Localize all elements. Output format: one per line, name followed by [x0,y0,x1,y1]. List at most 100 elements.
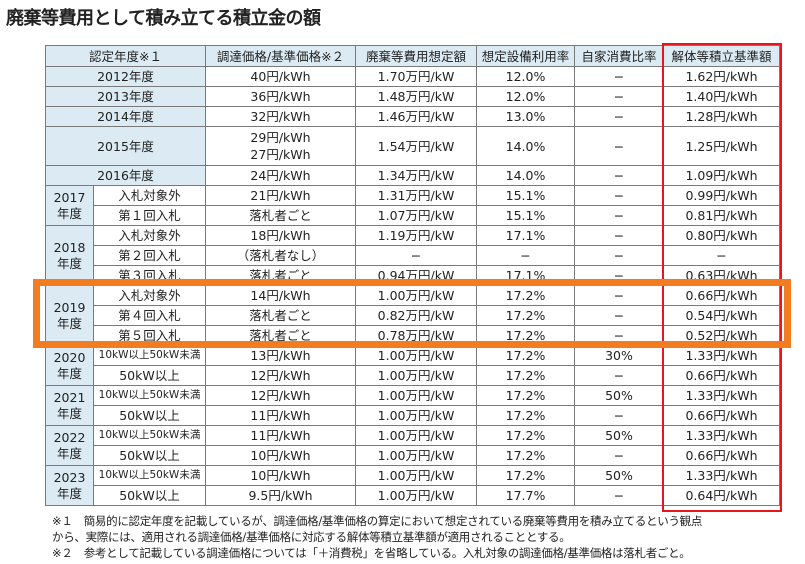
table-row: 2015年度 29円/kWh 27円/kWh 1.54万円/kW 14.0% −1.25… [45,126,780,166]
table-row: 50kW以上 9.5円/kWh 1.00万円/kW 17.7% −0.64円/kWh [46,485,780,506]
price-cell: 10円/kWh [205,465,356,486]
utilization-cell: 17.2% [476,405,575,426]
category-cell: 50kW以上 [93,485,206,506]
utilization-cell: 17.2% [476,465,575,486]
footnotes: ※１ 簡易的に認定年度を記載しているが、調達価格/基準価格の算定において想定され… [52,513,702,561]
disposal-cost-cell: 1.54万円/kW [355,126,477,166]
footnote-1: ※１ 簡易的に認定年度を記載しているが、調達価格/基準価格の算定において想定され… [52,514,703,528]
price-cell: 40円/kWh [205,66,356,87]
table-row: 2018 年度 入札対象外 18円/kWh 1.19万円/kW 17.1% −0.80円/… [45,225,780,286]
year-cell: 2015年度 [45,126,206,166]
category-cell: 第５回入札 [93,325,206,346]
disposal-cost-cell: 1.07万円/kW [355,205,477,226]
category-cell: 50kW以上 [93,405,206,426]
table-row: 2020 年度 10kW以上50kW未満 13円/kWh 1.00万円/kW 17.2%… [45,345,780,386]
year-group-cell: 2020 年度 [45,345,94,386]
disposal-cost-cell: − [355,245,477,266]
utilization-cell: 17.2% [476,365,575,386]
base-amount-cell: 0.52円/kWh [663,325,780,346]
table-row: 2021 年度 10kW以上50kW未満 12円/kWh 1.00万円/kW 17.2%… [45,385,780,426]
self-consumption-cell: − [574,265,664,286]
base-amount-cell: 1.62円/kWh [663,66,780,87]
category-cell: 50kW以上 [93,445,206,466]
disposal-cost-cell: 1.70万円/kW [355,66,477,87]
price-cell: 12円/kWh [205,365,356,386]
price-cell: （落札者なし） [205,245,356,266]
year-cell: 2016年度 [45,165,206,186]
base-amount-cell: 1.40円/kWh [663,86,780,107]
year-cell: 2014年度 [45,106,206,127]
header-base-amount: 解体等積立基準額 [663,45,780,67]
table-row: 第４回入札 落札者ごと 0.82万円/kW 17.2% −0.54円/kWh [46,305,780,326]
disposal-cost-cell: 1.00万円/kW [355,285,477,306]
price-cell: 29円/kWh 27円/kWh [205,126,356,166]
base-amount-cell: 0.81円/kWh [663,205,780,226]
table-row: 第３回入札 落札者ごと 0.94万円/kW 17.1% −0.63円/kWh [46,265,780,286]
category-cell: 10kW以上50kW未満 [93,385,206,406]
table-row: 2023 年度 10kW以上50kW未満 10円/kWh 1.00万円/kW 17.2%… [45,465,780,506]
utilization-cell: 14.0% [476,126,575,166]
utilization-cell: 17.7% [476,485,575,506]
base-amount-cell: 0.66円/kWh [663,445,780,466]
base-amount-cell: 1.09円/kWh [663,165,780,186]
category-cell: 入札対象外 [93,225,206,246]
price-cell: 36円/kWh [205,86,356,107]
self-consumption-cell: − [574,205,664,226]
price-cell: 落札者ごと [205,325,356,346]
self-consumption-cell: − [574,165,664,186]
year-cell: 2012年度 [45,66,206,87]
disposal-cost-cell: 1.00万円/kW [355,485,477,506]
base-amount-cell: 0.54円/kWh [663,305,780,326]
price-cell: 18円/kWh [205,225,356,246]
utilization-cell: 13.0% [476,106,575,127]
category-cell: 50kW以上 [93,365,206,386]
category-cell: 10kW以上50kW未満 [93,345,206,366]
table-row: 50kW以上 10円/kWh 1.00万円/kW 17.2% −0.66円/kWh [46,445,780,466]
table-row: 2022 年度 10kW以上50kW未満 11円/kWh 1.00万円/kW 17.2%… [45,425,780,466]
self-consumption-cell: 50% [574,465,664,486]
utilization-cell: 17.2% [476,325,575,346]
utilization-cell: 17.2% [476,385,575,406]
self-consumption-cell: − [574,405,664,426]
utilization-cell: − [476,245,575,266]
self-consumption-cell: − [574,86,664,107]
base-amount-cell: − [663,245,780,266]
self-consumption-cell: − [574,305,664,326]
category-cell: 第２回入札 [93,245,206,266]
category-cell: 10kW以上50kW未満 [93,465,206,486]
table-row: 2014年度 32円/kWh 1.46万円/kW 13.0% −1.28円/kWh [45,106,780,127]
base-amount-cell: 0.66円/kWh [663,285,780,306]
table-row: 第２回入札 （落札者なし） − − − − [46,245,780,266]
disposal-cost-cell: 1.00万円/kW [355,365,477,386]
self-consumption-cell: − [574,185,664,206]
disposal-cost-cell: 1.00万円/kW [355,385,477,406]
utilization-cell: 12.0% [476,66,575,87]
disposal-cost-cell: 1.34万円/kW [355,165,477,186]
price-cell: 落札者ごと [205,305,356,326]
table-row: 2017 年度 入札対象外 21円/kWh 1.31万円/kW 15.1% −0.99円/… [45,185,780,226]
self-consumption-cell: − [574,126,664,166]
base-amount-cell: 1.33円/kWh [663,465,780,486]
disposal-cost-cell: 0.94万円/kW [355,265,477,286]
utilization-cell: 12.0% [476,86,575,107]
year-group-cell: 2021 年度 [45,385,94,426]
year-group-cell: 2017 年度 [45,185,94,226]
header-price: 調達価格/基準価格※２ [205,45,356,67]
category-cell: 第４回入札 [93,305,206,326]
table-row: 50kW以上 12円/kWh 1.00万円/kW 17.2% −0.66円/kWh [46,365,780,386]
table-row: 2012年度 40円/kWh 1.70万円/kW 12.0% −1.62円/kWh [45,66,780,87]
table-header-row: 認定年度※１ 調達価格/基準価格※２ 廃棄等費用想定額 想定設備利用率 自家消費… [45,45,780,67]
price-cell: 落札者ごと [205,265,356,286]
year-group-cell: 2023 年度 [45,465,94,506]
base-amount-cell: 0.80円/kWh [663,225,780,246]
price-cell: 14円/kWh [205,285,356,306]
price-cell: 12円/kWh [205,385,356,406]
price-cell: 11円/kWh [205,405,356,426]
disposal-cost-cell: 1.19万円/kW [355,225,477,246]
price-cell: 13円/kWh [205,345,356,366]
reserve-amount-table: 認定年度※１ 調達価格/基準価格※２ 廃棄等費用想定額 想定設備利用率 自家消費… [45,45,780,506]
base-amount-cell: 1.28円/kWh [663,106,780,127]
self-consumption-cell: 30% [574,345,664,366]
category-cell: 入札対象外 [93,285,206,306]
utilization-cell: 15.1% [476,205,575,226]
